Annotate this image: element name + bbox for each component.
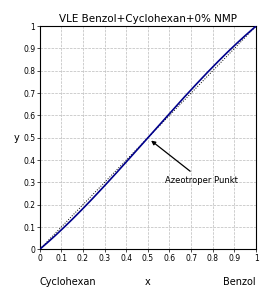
Text: Benzol: Benzol <box>223 277 256 287</box>
Y-axis label: y: y <box>13 133 19 143</box>
Text: Azeotroper Punkt: Azeotroper Punkt <box>152 142 238 185</box>
Text: x: x <box>145 277 151 287</box>
Title: VLE Benzol+Cyclohexan+0% NMP: VLE Benzol+Cyclohexan+0% NMP <box>59 14 237 24</box>
Text: Cyclohexan: Cyclohexan <box>40 277 96 287</box>
